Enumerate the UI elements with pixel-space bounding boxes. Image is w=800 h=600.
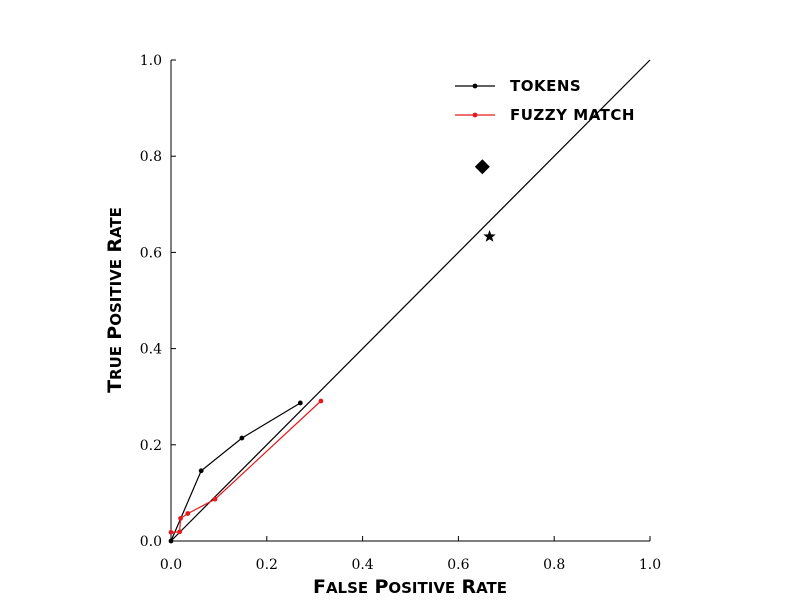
y-tick-label: 0.6	[140, 245, 162, 261]
data-point	[168, 529, 174, 535]
y-tick-label: 0.4	[140, 342, 162, 358]
y-tick-label: 0.0	[140, 534, 162, 550]
x-tick-label: 0.2	[256, 557, 278, 573]
data-point	[212, 496, 218, 502]
y-tick-label: 1.0	[140, 53, 162, 69]
diamond-marker	[474, 159, 490, 175]
data-point	[198, 468, 204, 474]
legend: TOKENS FUZZY MATCH	[455, 77, 635, 124]
legend-marker	[472, 83, 478, 89]
reference-diagonal-line	[170, 59, 651, 542]
series-line-fuzzy-match	[170, 400, 322, 533]
legend-label: TOKENS	[510, 77, 581, 95]
x-tick-label: 1.0	[639, 557, 661, 573]
data-point	[239, 435, 245, 441]
legend-label: FUZZY MATCH	[510, 106, 635, 124]
series-line-tokens	[170, 402, 301, 542]
ticks: 0.0 0.2 0.4 0.6 0.8 1.0 0.0 0.2 0.4 0.6 0.8 1.0	[140, 53, 661, 573]
x-tick-label: 0.0	[160, 557, 182, 573]
data-point	[177, 529, 183, 535]
y-tick-label: 0.8	[140, 149, 162, 165]
data-point	[318, 398, 324, 404]
legend-marker	[472, 112, 478, 118]
data-point	[297, 400, 303, 406]
x-tick-label: 0.8	[543, 557, 565, 573]
x-axis-title: FALSE POSITIVE RATE	[313, 576, 507, 598]
y-axis-title: TRUE POSITIVE RATE	[104, 207, 126, 393]
data-point	[168, 538, 174, 544]
x-tick-label: 0.6	[447, 557, 469, 573]
series-layer	[168, 59, 651, 544]
x-tick-label: 0.4	[351, 557, 373, 573]
y-tick-label: 0.2	[140, 438, 162, 454]
axes	[170, 60, 650, 542]
data-point	[178, 515, 183, 521]
data-point	[185, 511, 191, 516]
marker-layer	[474, 159, 496, 242]
star-marker	[483, 230, 496, 242]
